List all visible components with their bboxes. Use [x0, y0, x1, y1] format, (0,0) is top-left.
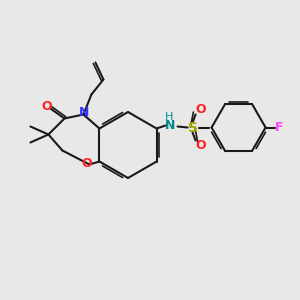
- Text: F: F: [275, 121, 284, 134]
- Text: N: N: [164, 119, 175, 132]
- Text: O: O: [41, 100, 52, 113]
- Text: N: N: [79, 106, 90, 119]
- Text: H: H: [164, 112, 173, 122]
- Text: O: O: [195, 103, 206, 116]
- Text: O: O: [81, 157, 92, 170]
- Text: S: S: [188, 121, 198, 134]
- Text: O: O: [195, 139, 206, 152]
